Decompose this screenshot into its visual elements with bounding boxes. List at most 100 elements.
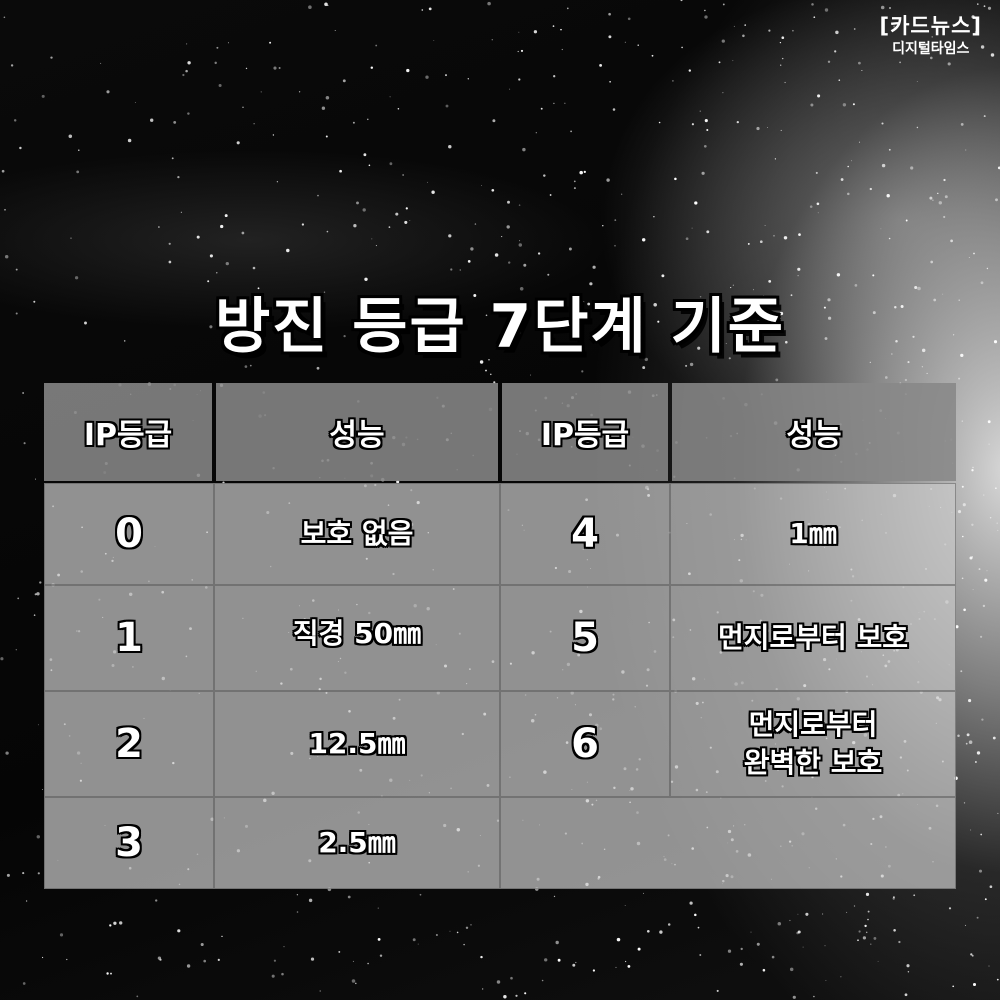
dust-speck bbox=[520, 49, 524, 52]
dust-speck bbox=[253, 123, 255, 125]
dust-speck bbox=[851, 160, 852, 162]
dust-speck bbox=[906, 964, 910, 968]
dust-speck bbox=[519, 287, 524, 291]
dust-speck bbox=[220, 224, 224, 229]
dust-speck bbox=[966, 733, 970, 737]
dust-speck bbox=[963, 608, 966, 612]
dust-speck bbox=[109, 924, 112, 927]
dust-speck bbox=[905, 219, 908, 222]
dust-speck bbox=[564, 102, 566, 104]
performance-cell: 12.5㎜ bbox=[214, 691, 500, 797]
dust-speck bbox=[196, 235, 200, 239]
performance-line: 완벽한 보호 bbox=[743, 746, 883, 779]
dust-speck bbox=[888, 237, 891, 240]
dust-speck bbox=[921, 348, 926, 353]
dust-speck bbox=[697, 346, 701, 350]
dust-speck bbox=[752, 323, 754, 325]
dust-speck bbox=[646, 929, 650, 933]
dust-speck bbox=[515, 994, 518, 997]
dust-speck bbox=[847, 165, 849, 168]
dust-speck bbox=[316, 366, 320, 370]
dust-speck bbox=[74, 276, 79, 280]
dust-speck bbox=[467, 260, 471, 263]
dust-speck bbox=[266, 318, 268, 321]
dust-speck bbox=[177, 175, 180, 179]
dust-speck bbox=[825, 979, 827, 981]
dust-speck bbox=[106, 972, 109, 975]
dust-speck bbox=[962, 535, 964, 538]
dust-speck bbox=[888, 148, 891, 151]
performance-cell: 직경 50㎜ bbox=[214, 585, 500, 691]
dust-speck bbox=[867, 918, 869, 921]
dust-speck bbox=[573, 187, 576, 190]
dust-speck bbox=[41, 789, 43, 791]
dust-speck bbox=[742, 34, 745, 38]
dust-speck bbox=[76, 170, 80, 174]
dust-speck bbox=[327, 4, 329, 7]
dust-speck bbox=[972, 982, 977, 987]
dust-speck bbox=[180, 211, 182, 213]
dust-speck bbox=[907, 361, 910, 364]
dust-speck bbox=[225, 261, 229, 266]
dust-speck bbox=[491, 188, 495, 192]
dust-speck bbox=[976, 751, 981, 755]
dust-speck bbox=[456, 931, 459, 934]
dust-speck bbox=[377, 907, 379, 909]
dust-speck bbox=[986, 570, 988, 572]
dust-speck bbox=[685, 364, 688, 367]
brand-name: 디지털타임스 bbox=[892, 41, 970, 57]
dust-speck bbox=[216, 272, 218, 274]
dust-speck bbox=[168, 260, 172, 264]
dust-speck bbox=[644, 357, 648, 362]
brand-label: [카드뉴스] bbox=[879, 14, 982, 38]
dust-speck bbox=[25, 900, 28, 902]
dust-speck bbox=[491, 38, 494, 41]
dust-speck bbox=[624, 905, 626, 907]
dust-speck bbox=[983, 494, 985, 496]
dust-speck bbox=[615, 966, 617, 968]
dust-speck bbox=[17, 597, 20, 600]
dust-speck bbox=[482, 988, 484, 990]
dust-speck bbox=[703, 144, 707, 148]
dust-speck bbox=[463, 943, 465, 946]
dust-speck bbox=[379, 954, 383, 957]
dust-speck bbox=[930, 260, 934, 264]
dust-speck bbox=[797, 275, 799, 277]
dust-speck bbox=[352, 121, 355, 124]
dust-speck bbox=[762, 968, 766, 972]
dust-speck bbox=[877, 960, 879, 962]
dust-speck bbox=[716, 989, 719, 992]
dust-speck bbox=[519, 240, 521, 242]
dust-speck bbox=[317, 194, 319, 197]
dust-speck bbox=[822, 913, 824, 915]
dust-speck bbox=[789, 967, 794, 972]
dust-speck bbox=[496, 980, 501, 984]
dust-speck bbox=[701, 171, 705, 175]
dust-speck bbox=[470, 924, 472, 926]
dust-speck bbox=[933, 298, 937, 302]
dust-speck bbox=[971, 469, 974, 472]
dust-speck bbox=[470, 247, 474, 251]
dust-speck bbox=[606, 178, 610, 182]
dust-speck bbox=[732, 284, 734, 286]
dust-speck bbox=[241, 231, 245, 235]
dust-speck bbox=[740, 947, 743, 951]
dust-speck bbox=[960, 353, 964, 358]
dust-speck bbox=[978, 869, 983, 873]
dust-speck bbox=[186, 964, 191, 968]
dust-speck bbox=[792, 995, 796, 999]
dust-speck bbox=[22, 872, 25, 875]
dust-speck bbox=[858, 930, 861, 933]
dust-speck bbox=[352, 960, 354, 962]
dust-speck bbox=[995, 198, 998, 202]
dust-speck bbox=[753, 289, 755, 291]
dust-speck bbox=[727, 949, 732, 953]
dust-speck bbox=[549, 194, 552, 196]
dust-speck bbox=[522, 147, 526, 152]
header-grade-left: IP등급 bbox=[44, 383, 212, 481]
dust-speck bbox=[870, 943, 872, 945]
dust-speck bbox=[963, 802, 966, 804]
dust-speck bbox=[575, 344, 579, 347]
dust-speck bbox=[544, 958, 548, 962]
dust-speck bbox=[798, 233, 801, 236]
